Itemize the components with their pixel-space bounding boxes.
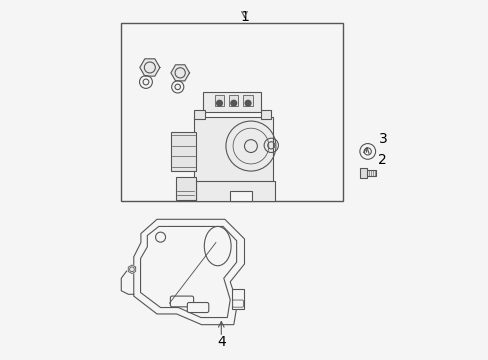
Bar <box>196 181 274 202</box>
Circle shape <box>244 100 250 106</box>
Bar <box>366 170 376 176</box>
Polygon shape <box>134 219 244 325</box>
Bar <box>176 177 195 200</box>
Bar <box>229 95 238 106</box>
Bar <box>194 111 205 119</box>
Bar <box>260 111 271 119</box>
Polygon shape <box>140 226 236 318</box>
FancyBboxPatch shape <box>187 302 208 312</box>
Bar <box>194 117 272 182</box>
Ellipse shape <box>204 226 231 266</box>
FancyBboxPatch shape <box>170 296 193 307</box>
Bar <box>360 168 366 178</box>
Text: 3: 3 <box>378 132 386 146</box>
Polygon shape <box>171 65 189 81</box>
Text: 2: 2 <box>378 153 386 167</box>
Bar <box>230 191 251 202</box>
Circle shape <box>230 100 236 106</box>
Polygon shape <box>128 265 135 274</box>
Bar <box>121 23 342 202</box>
Bar <box>243 95 252 106</box>
Bar <box>214 95 224 106</box>
Bar <box>203 93 260 112</box>
Bar <box>171 132 196 171</box>
Text: 1: 1 <box>240 10 248 24</box>
Bar <box>231 289 244 309</box>
Polygon shape <box>140 59 160 76</box>
Circle shape <box>216 100 222 106</box>
Text: 4: 4 <box>217 336 225 350</box>
FancyBboxPatch shape <box>232 300 243 307</box>
